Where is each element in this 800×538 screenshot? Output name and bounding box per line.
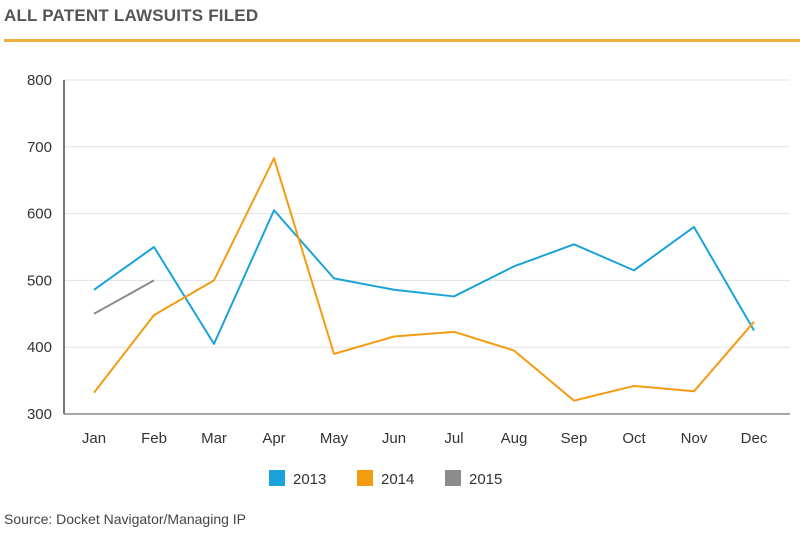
y-tick-label: 500 bbox=[27, 272, 52, 289]
y-tick-label: 700 bbox=[27, 139, 52, 156]
series-line-2013 bbox=[93, 209, 755, 345]
y-tick-label: 300 bbox=[27, 406, 52, 423]
legend-label-2013: 2013 bbox=[293, 471, 326, 488]
y-tick-label: 400 bbox=[27, 339, 52, 356]
x-tick-label: Feb bbox=[141, 430, 167, 447]
x-tick-label: May bbox=[320, 430, 349, 447]
x-tick-label: Sep bbox=[561, 430, 588, 447]
x-tick-label: Jun bbox=[382, 430, 406, 447]
y-tick-label: 600 bbox=[27, 206, 52, 223]
legend-swatch-2015 bbox=[445, 470, 461, 486]
source-note: Source: Docket Navigator/Managing IP bbox=[4, 511, 247, 527]
legend-label-2015: 2015 bbox=[469, 471, 502, 488]
series-line-2015 bbox=[93, 279, 155, 315]
x-tick-label: Nov bbox=[681, 430, 708, 447]
series-line-2014 bbox=[93, 157, 755, 402]
legend-swatch-2013 bbox=[269, 470, 285, 486]
x-tick-label: Jul bbox=[444, 430, 463, 447]
x-tick-label: Jan bbox=[82, 430, 106, 447]
x-tick-label: Oct bbox=[622, 430, 646, 447]
x-tick-label: Mar bbox=[201, 430, 227, 447]
chart-title: ALL PATENT LAWSUITS FILED bbox=[4, 6, 259, 25]
legend-swatch-2014 bbox=[357, 470, 373, 486]
x-tick-label: Dec bbox=[741, 430, 768, 447]
title-divider bbox=[4, 39, 800, 42]
legend-label-2014: 2014 bbox=[381, 471, 414, 488]
x-tick-label: Aug bbox=[501, 430, 528, 447]
y-tick-label: 800 bbox=[27, 72, 52, 89]
x-tick-label: Apr bbox=[262, 430, 285, 447]
